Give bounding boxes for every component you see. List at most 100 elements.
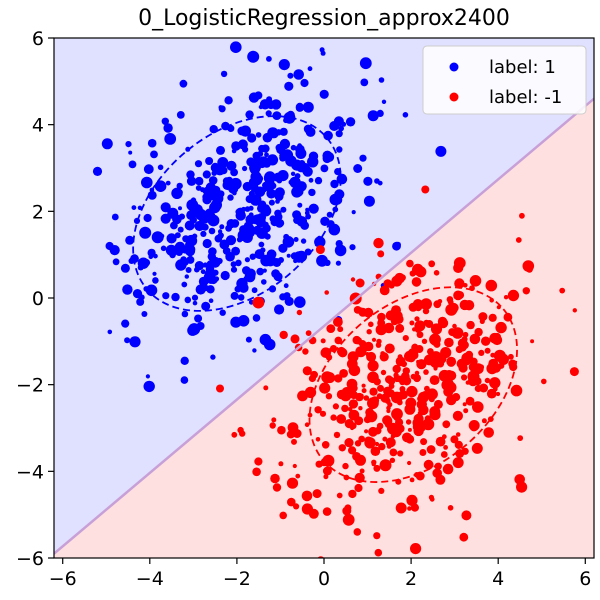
data-point [421,359,427,365]
data-point [150,150,158,159]
data-point [411,277,422,287]
data-point [319,89,329,99]
data-point [258,241,265,248]
data-point [217,190,225,198]
data-point [182,235,190,243]
data-point [412,299,423,310]
data-point [330,179,339,189]
data-point [167,207,179,219]
data-point [247,50,260,63]
data-point [228,183,239,194]
data-point [165,244,177,256]
data-point [302,366,312,376]
data-point [386,405,391,411]
data-point [241,206,247,212]
data-point [389,457,396,463]
data-point [406,494,418,506]
data-point [327,348,332,353]
data-point [186,170,195,179]
data-point [269,422,276,429]
data-point [397,450,404,457]
data-point [260,254,272,267]
data-point [389,448,398,457]
data-point [260,205,272,217]
data-point [359,460,364,465]
data-point [245,336,252,343]
confidence-ellipse [132,115,342,312]
data-point [343,474,350,481]
data-point [324,290,330,295]
x-tick-label: −6 [49,568,77,590]
data-point [334,244,347,257]
data-point [348,446,357,455]
data-point [395,323,405,333]
x-tick-label: −4 [136,568,164,590]
data-point [407,506,412,511]
data-point [284,296,294,306]
data-point [369,387,378,396]
data-point [350,422,357,430]
data-point [277,582,289,594]
data-point [180,356,189,365]
data-point [244,257,250,263]
data-point [383,416,393,426]
data-point [263,221,269,227]
data-point [444,337,454,348]
data-point [299,162,310,174]
data-point [400,372,410,381]
data-point [572,308,577,313]
data-point [415,345,424,353]
data-point [237,294,245,301]
data-point [219,224,225,230]
data-point [290,144,297,151]
data-point [381,99,387,105]
data-point [120,263,130,273]
data-point [377,180,383,186]
data-point [192,208,200,215]
data-point [255,132,262,138]
data-point [162,292,170,300]
data-point [291,186,303,198]
data-point [225,255,231,261]
data-point [217,157,229,168]
data-point [429,356,442,368]
data-point [192,300,198,306]
data-point [366,585,375,594]
data-point [515,237,522,243]
data-point [377,384,384,392]
data-point [400,360,407,368]
data-point [277,425,286,435]
data-point [160,202,171,213]
data-point [218,105,223,110]
data-point [462,402,467,407]
data-point [166,233,177,244]
data-point [348,409,360,421]
data-point [152,277,159,284]
plot-area [54,38,594,594]
data-point [151,231,164,244]
data-point [295,473,301,479]
data-point [271,417,277,423]
data-point [386,444,392,449]
data-point [469,357,478,366]
data-point [342,513,355,526]
data-point [358,435,366,443]
data-point [355,278,365,288]
data-point [252,348,257,353]
data-point [314,406,322,414]
data-point [177,226,184,233]
legend: label: 1 label: -1 [422,45,587,115]
data-point [264,152,269,158]
data-point [274,209,282,217]
data-point [274,191,284,201]
data-point [297,202,303,208]
data-point [266,96,273,103]
data-point [405,397,417,409]
data-point [353,164,363,173]
data-point [111,213,119,221]
data-point [427,348,434,355]
data-point [452,323,457,329]
data-point [243,276,248,281]
data-point [157,164,164,171]
